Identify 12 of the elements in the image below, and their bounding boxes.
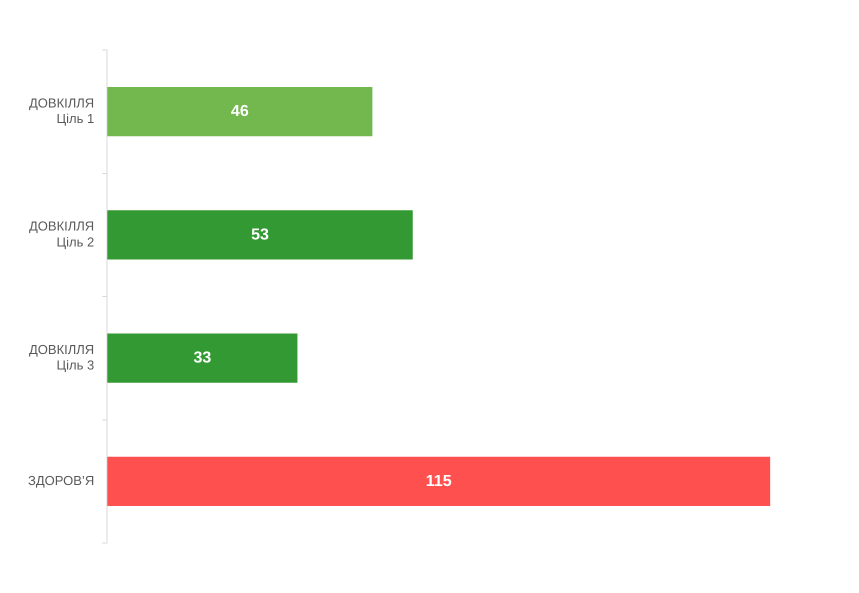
y-tick-label: ЗДОРОВ’Я <box>28 472 94 488</box>
bar <box>107 86 372 136</box>
bar <box>107 456 770 506</box>
data-label: 33 <box>193 350 212 367</box>
data-label: 115 <box>426 472 452 490</box>
y-tick-label: ДОВКІЛЛЯ Ціль 3 <box>28 342 94 373</box>
bar <box>107 210 413 260</box>
y-tick-label: ДОВКІЛЛЯ Ціль 2 <box>28 218 94 250</box>
y-tick-label: ДОВКІЛЛЯ Ціль 1 <box>28 95 94 126</box>
bar <box>107 333 298 383</box>
data-label: 46 <box>230 103 249 120</box>
data-label: 53 <box>251 226 269 244</box>
